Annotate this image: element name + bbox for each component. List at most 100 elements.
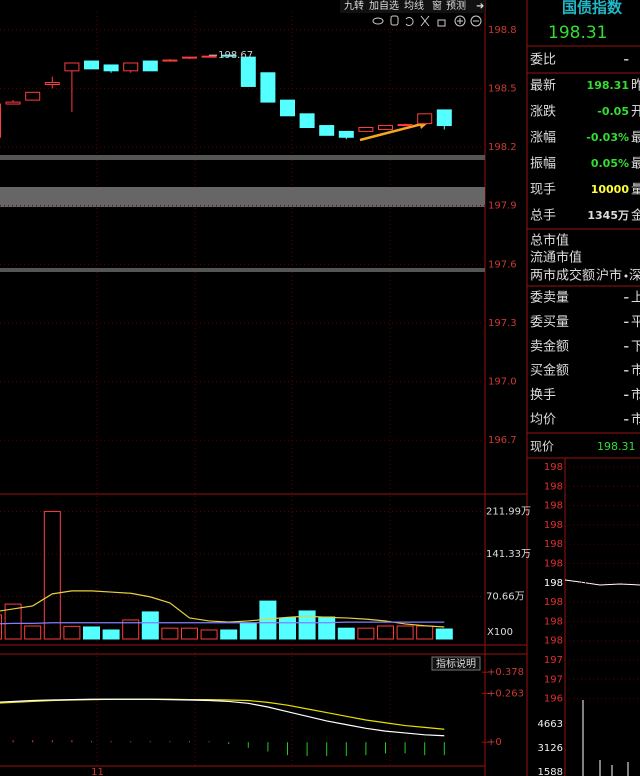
toolbar xyxy=(340,0,485,13)
order-value: – xyxy=(624,340,630,353)
order-label: 换手 xyxy=(530,388,556,403)
indicator-line xyxy=(0,621,445,625)
stat-label: 涨幅 xyxy=(530,131,556,146)
volume-bar xyxy=(396,625,414,640)
volume-bar xyxy=(161,627,179,640)
icon-lock[interactable] xyxy=(437,19,446,27)
stat-label: 涨跌 xyxy=(530,104,556,120)
indicator-button-box[interactable] xyxy=(431,656,481,671)
y-tick-label: 196.7 xyxy=(488,435,517,446)
volume-bar xyxy=(377,625,394,640)
candle-body xyxy=(103,64,119,72)
candle-body xyxy=(123,62,139,72)
volume-bar xyxy=(357,627,375,640)
volume-bar xyxy=(337,627,355,640)
y-tick-label: 198.5 xyxy=(488,83,517,94)
stat-value: -0.05 xyxy=(597,105,629,118)
indicator-line xyxy=(0,590,445,628)
icon-scissors[interactable] xyxy=(420,15,430,27)
vertical-grid xyxy=(96,12,391,766)
order-tail: 市 xyxy=(631,363,640,379)
candle-body xyxy=(201,55,217,58)
stat-tail: 开 xyxy=(631,105,640,120)
highlight-arrow xyxy=(359,122,423,142)
volume-bar xyxy=(102,629,120,640)
icon-undo[interactable] xyxy=(405,17,414,26)
stat-label: 总手 xyxy=(530,209,556,224)
mini-price-label: 198 xyxy=(544,462,563,473)
stat-label: 最新 xyxy=(530,78,556,94)
indicator-line xyxy=(0,698,445,737)
bid-ratio-value: – xyxy=(624,53,630,66)
mini-price-label: 198 xyxy=(544,559,563,570)
y-tick-label: 197.6 xyxy=(488,259,517,270)
mini-price-label: 198 xyxy=(544,539,563,550)
volume-bar xyxy=(4,603,22,640)
volume-bar xyxy=(298,610,316,640)
candle-body xyxy=(25,91,41,101)
icon-zoom-out[interactable] xyxy=(470,15,482,27)
mini-price-line xyxy=(564,579,640,586)
tool-icons xyxy=(372,15,482,27)
order-value: – xyxy=(624,291,630,304)
volume-bar xyxy=(122,619,140,640)
toolbar-button[interactable]: 加自选 xyxy=(369,0,399,12)
unit-label: X100 xyxy=(487,627,513,638)
turnover-tag[interactable]: 深 xyxy=(629,269,640,284)
volume-bar xyxy=(83,626,100,640)
y-tick-label: +0 xyxy=(487,737,502,748)
volume-bar xyxy=(318,616,336,640)
high-annotation: 198.67 xyxy=(218,50,253,61)
bid-ratio-label: 委比 xyxy=(530,53,556,68)
icon-zoom-in[interactable] xyxy=(454,15,466,27)
mini-price-label: 197 xyxy=(544,674,563,685)
order-value: – xyxy=(624,315,630,328)
toolbar-button[interactable]: 均线 xyxy=(404,0,424,12)
gray-band xyxy=(0,155,485,160)
market-label: 总市值 xyxy=(530,233,569,249)
order-tail: 下 xyxy=(631,339,640,354)
candle-body xyxy=(338,130,354,138)
volume-bar xyxy=(181,627,198,640)
stat-tail: 量 xyxy=(631,183,640,198)
toolbar-collapse[interactable]: ➜ xyxy=(476,1,484,12)
candle-body xyxy=(44,82,60,86)
index-price: 198.31 xyxy=(548,23,607,43)
y-tick-label: 198.2 xyxy=(488,142,517,153)
stat-value: -0.03% xyxy=(586,131,629,144)
order-value: – xyxy=(624,364,630,377)
icon-hand[interactable] xyxy=(390,15,399,26)
candle-body xyxy=(142,60,158,72)
volume-bar xyxy=(0,614,2,640)
turnover-tag[interactable]: 沪市 xyxy=(596,268,622,284)
order-tail: 市 xyxy=(631,412,640,428)
candle-body xyxy=(0,103,1,138)
order-label: 买金额 xyxy=(530,363,569,379)
toolbar-button[interactable]: 九转 xyxy=(344,0,364,12)
icon-eye[interactable] xyxy=(372,17,384,25)
order-tail: 市 xyxy=(631,387,640,403)
candle-body xyxy=(397,124,413,127)
stat-tail: 昨 xyxy=(631,79,640,94)
mini-price-label: 198 xyxy=(544,616,563,627)
mini-volume xyxy=(582,700,629,776)
order-label: 委买量 xyxy=(530,315,569,330)
index-name: 国债指数 xyxy=(562,0,623,17)
y-tick-label: +0.263 xyxy=(487,688,524,699)
candle-body xyxy=(240,56,256,87)
order-label: 卖金额 xyxy=(530,338,569,354)
volume-bar xyxy=(435,628,453,640)
candle-body xyxy=(436,109,452,127)
mini-price-label: 198 xyxy=(544,520,563,531)
order-label: 均价 xyxy=(530,413,556,428)
volume-bar xyxy=(239,622,257,640)
y-tick-label: 197.9 xyxy=(488,201,517,212)
toolbar-button[interactable]: 预测 xyxy=(446,0,466,12)
candle-body xyxy=(280,99,295,117)
candle-body xyxy=(417,113,433,125)
indicator-button[interactable]: 指标说明 xyxy=(436,657,476,670)
stat-tail: 最 xyxy=(631,131,640,146)
order-tail: 平 xyxy=(631,315,640,330)
toolbar-button[interactable]: 窗 xyxy=(432,0,442,12)
gray-band xyxy=(0,268,485,272)
